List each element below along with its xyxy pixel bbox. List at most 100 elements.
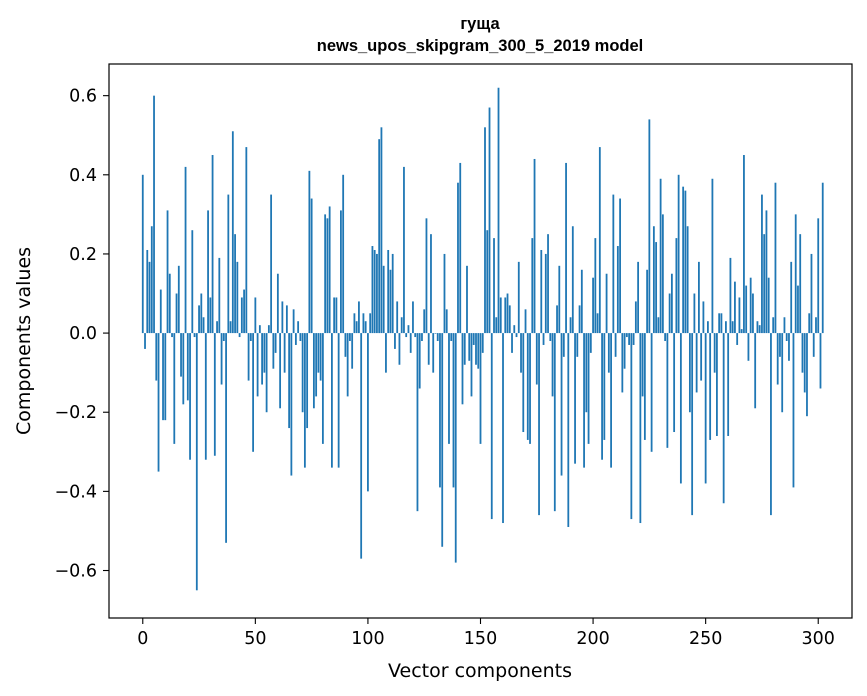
bar-243 xyxy=(688,333,691,413)
bar-280 xyxy=(772,317,775,334)
bar-186 xyxy=(560,333,563,476)
bar-281 xyxy=(774,182,777,334)
bar-247 xyxy=(698,261,700,334)
bar-32 xyxy=(213,333,216,456)
bar-166 xyxy=(515,333,518,338)
bar-234 xyxy=(668,293,671,334)
bar-204 xyxy=(601,333,603,460)
bar-200 xyxy=(592,277,594,334)
x-axis-ticks: 0 50 100 150 200 250 300 xyxy=(137,618,835,649)
bar-165 xyxy=(513,325,516,334)
bar-109 xyxy=(387,249,390,334)
bar-90 xyxy=(344,333,347,357)
bar-0 xyxy=(141,174,144,334)
bar-10 xyxy=(164,333,167,421)
bar-136 xyxy=(448,333,450,444)
bar-222 xyxy=(641,333,644,397)
bar-17 xyxy=(180,333,182,377)
bar-62 xyxy=(281,301,284,334)
bar-132 xyxy=(439,333,441,488)
bar-295 xyxy=(806,333,808,417)
bar-79 xyxy=(319,333,322,381)
bar-285 xyxy=(783,317,786,334)
bar-55 xyxy=(265,333,268,413)
bar-117 xyxy=(405,333,408,338)
bar-232 xyxy=(664,333,667,341)
bar-226 xyxy=(650,333,653,452)
bar-20 xyxy=(186,333,189,401)
bar-229 xyxy=(657,317,660,334)
bar-144 xyxy=(466,265,468,334)
bar-192 xyxy=(574,333,576,464)
bar-271 xyxy=(752,293,754,334)
bar-177 xyxy=(540,249,543,334)
bar-298 xyxy=(812,333,815,357)
bar-157 xyxy=(495,317,498,334)
bar-181 xyxy=(549,333,552,341)
bar-287 xyxy=(788,333,790,361)
bar-216 xyxy=(628,333,630,345)
bar-202 xyxy=(596,313,599,334)
bar-100 xyxy=(367,333,369,492)
bar-37 xyxy=(225,333,227,543)
bar-293 xyxy=(801,333,804,373)
bar-275 xyxy=(761,194,763,334)
bar-237 xyxy=(675,238,678,334)
bar-147 xyxy=(472,333,475,345)
x-tick-label: 0 xyxy=(137,629,148,649)
bar-259 xyxy=(725,321,727,334)
bar-246 xyxy=(695,333,698,393)
bar-254 xyxy=(713,333,716,373)
bar-270 xyxy=(749,277,752,334)
bar-168 xyxy=(520,333,522,373)
bar-56 xyxy=(267,325,270,334)
bar-125 xyxy=(423,309,426,334)
bar-170 xyxy=(524,309,527,334)
bar-148 xyxy=(475,333,477,365)
plot-frame xyxy=(108,63,853,619)
y-tick-label: −0.6 xyxy=(55,562,98,582)
bar-286 xyxy=(785,333,788,341)
bar-238 xyxy=(677,174,680,334)
bar-63 xyxy=(283,333,286,373)
bar-91 xyxy=(346,333,349,397)
bar-156 xyxy=(493,238,495,334)
bar-211 xyxy=(616,246,619,334)
bar-137 xyxy=(450,333,453,341)
bar-61 xyxy=(279,333,282,409)
bar-31 xyxy=(211,155,214,334)
bar-210 xyxy=(614,333,617,357)
bar-85 xyxy=(333,297,336,334)
bar-19 xyxy=(184,166,187,334)
bar-260 xyxy=(727,333,730,436)
bar-180 xyxy=(547,234,549,334)
bar-251 xyxy=(707,321,709,334)
y-axis-label: Components values xyxy=(13,247,35,435)
bar-179 xyxy=(544,253,547,334)
bar-193 xyxy=(576,333,579,357)
bar-274 xyxy=(758,325,761,334)
bar-65 xyxy=(288,333,291,429)
bar-101 xyxy=(369,313,372,334)
bar-128 xyxy=(430,234,432,334)
bar-78 xyxy=(317,333,320,373)
bar-267 xyxy=(743,155,745,334)
bar-87 xyxy=(337,333,340,468)
bar-296 xyxy=(808,313,811,334)
bar-54 xyxy=(263,333,266,373)
bar-263 xyxy=(734,281,736,334)
bar-30 xyxy=(209,297,212,334)
bar-21 xyxy=(189,333,191,460)
bar-114 xyxy=(398,333,401,365)
bar-80 xyxy=(321,333,324,444)
bar-113 xyxy=(396,301,399,334)
bar-58 xyxy=(272,333,275,369)
bar-199 xyxy=(589,333,592,353)
bar-160 xyxy=(502,333,504,524)
bar-159 xyxy=(499,297,502,334)
bar-212 xyxy=(619,198,621,334)
bar-35 xyxy=(220,333,223,385)
bar-28 xyxy=(204,333,207,460)
bar-279 xyxy=(770,333,772,516)
bar-219 xyxy=(634,301,637,334)
